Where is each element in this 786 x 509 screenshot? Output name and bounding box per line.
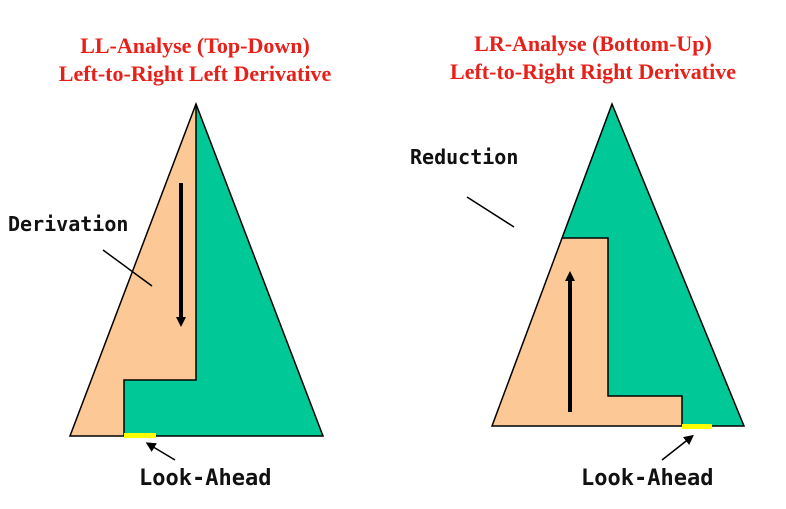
lr-title-line-1: LR-Analyse (Bottom-Up) <box>474 31 712 56</box>
derivation-label: Derivation <box>8 212 129 236</box>
lr-parsed-region <box>492 238 682 426</box>
ll-analysis-title: LL-Analyse (Top-Down) Left-to-Right Left… <box>0 32 390 88</box>
lr-boundary-line <box>562 237 683 426</box>
lr-parse-tree <box>466 101 746 461</box>
lr-tree-outline <box>490 101 746 427</box>
ll-parse-tree <box>68 101 325 461</box>
ll-lookahead-label: Look-Ahead <box>139 466 272 491</box>
lr-title-line-2: Left-to-Right Right Derivative <box>450 59 736 84</box>
lr-reduction-pointer <box>466 196 515 228</box>
ll-unparsed-region <box>124 104 323 436</box>
lr-analysis-title: LR-Analyse (Bottom-Up) Left-to-Right Rig… <box>400 30 786 86</box>
ll-lookahead-pointer <box>145 442 176 461</box>
lr-lookahead-label: Look-Ahead <box>581 466 714 491</box>
lr-lookahead-marker <box>682 424 712 429</box>
ll-derivation-pointer <box>102 249 153 287</box>
reduction-label: Reduction <box>410 145 519 169</box>
ll-title-line-2: Left-to-Right Left Derivative <box>58 61 332 86</box>
ll-lookahead-marker <box>124 433 156 438</box>
ll-tree-outline <box>68 101 325 437</box>
lr-lookahead-pointer <box>661 434 694 461</box>
ll-boundary-line <box>123 104 197 436</box>
lr-unparsed-region <box>562 104 744 426</box>
ll-title-line-1: LL-Analyse (Top-Down) <box>80 33 310 58</box>
